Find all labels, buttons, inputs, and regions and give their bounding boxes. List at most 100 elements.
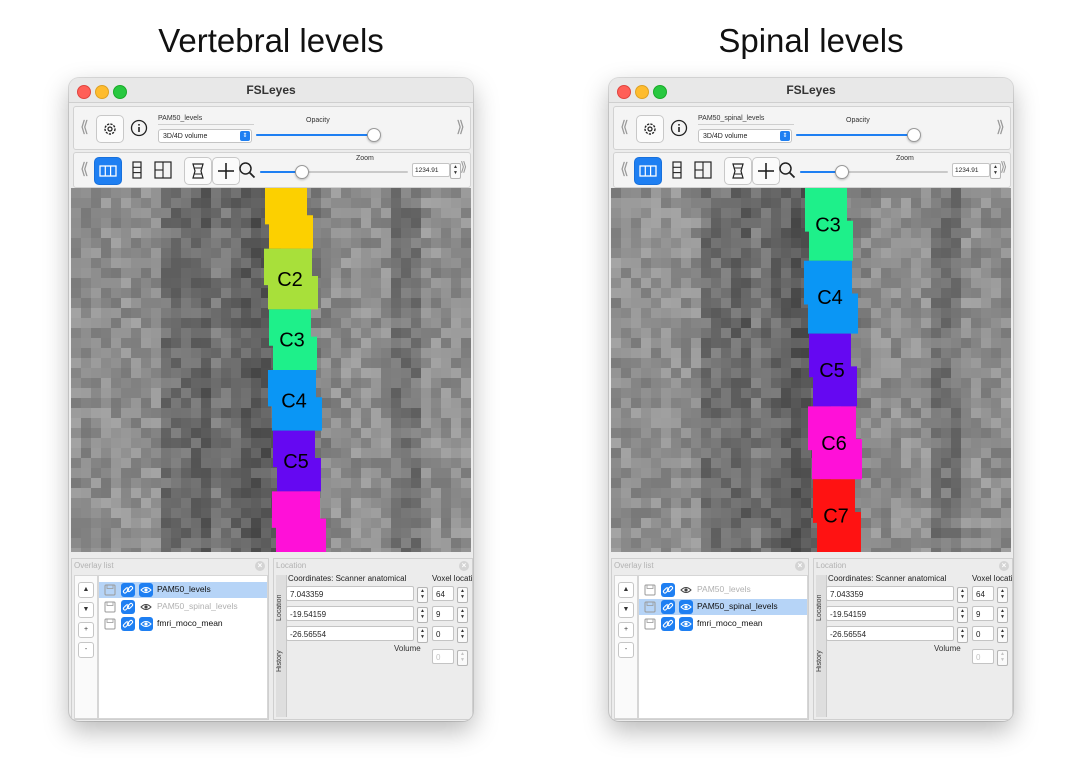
move-down-button[interactable]: ▼ bbox=[618, 602, 634, 618]
overlay-row[interactable]: fmri_moco_mean bbox=[639, 616, 807, 632]
chevron-right-icon[interactable]: ⟫ bbox=[456, 119, 465, 136]
grid-layout-button[interactable] bbox=[690, 157, 716, 183]
zoom-stepper[interactable]: ▲ ▼ bbox=[990, 163, 1001, 179]
coord-y-stepper[interactable]: ▲ ▼ bbox=[417, 607, 428, 623]
voxel-y-stepper[interactable]: ▲ ▼ bbox=[997, 607, 1008, 623]
chevron-left-icon[interactable]: ⟪ bbox=[80, 161, 89, 178]
chevron-left-icon[interactable]: ⟪ bbox=[620, 119, 629, 136]
move-up-button[interactable]: ▲ bbox=[78, 582, 94, 598]
overlay-row[interactable]: PAM50_levels bbox=[639, 582, 807, 598]
minimize-window-button[interactable] bbox=[95, 85, 109, 99]
coord-y-stepper[interactable]: ▲ ▼ bbox=[957, 607, 968, 623]
image-viewer[interactable]: C3 C4 C5 C6 C7 bbox=[611, 188, 1011, 552]
link-overlay-button[interactable] bbox=[121, 600, 135, 614]
voxel-x-field[interactable]: 64 bbox=[432, 586, 454, 601]
cursor-toggle-button[interactable] bbox=[212, 157, 240, 185]
toggle-visibility-button[interactable] bbox=[679, 583, 693, 597]
zoom-slider-thumb[interactable] bbox=[295, 165, 310, 179]
tab-history[interactable]: History bbox=[276, 650, 283, 672]
overlay-row[interactable]: PAM50_spinal_levels bbox=[639, 599, 807, 615]
movie-mode-button[interactable] bbox=[724, 157, 752, 185]
overlay-row[interactable]: PAM50_spinal_levels bbox=[99, 599, 267, 615]
opacity-slider[interactable] bbox=[256, 128, 382, 142]
overlay-row[interactable]: fmri_moco_mean bbox=[99, 616, 267, 632]
overlay-info-button[interactable] bbox=[666, 115, 692, 141]
add-overlay-button[interactable]: + bbox=[78, 622, 94, 638]
remove-overlay-button[interactable]: - bbox=[78, 642, 94, 658]
zoom-reset-button[interactable] bbox=[774, 157, 800, 183]
voxel-x-stepper[interactable]: ▲ ▼ bbox=[997, 587, 1008, 603]
chevron-left-icon[interactable]: ⟪ bbox=[620, 161, 629, 178]
zoom-slider[interactable] bbox=[260, 165, 408, 179]
toggle-visibility-button[interactable] bbox=[679, 617, 693, 631]
remove-overlay-button[interactable]: - bbox=[618, 642, 634, 658]
cursor-toggle-button[interactable] bbox=[752, 157, 780, 185]
add-overlay-button[interactable]: + bbox=[618, 622, 634, 638]
zoom-window-button[interactable] bbox=[113, 85, 127, 99]
tab-location[interactable]: Location bbox=[276, 594, 283, 622]
opacity-slider-thumb[interactable] bbox=[907, 128, 922, 142]
coord-x-field[interactable]: 7.043359 bbox=[826, 586, 954, 601]
grid-layout-button[interactable] bbox=[150, 157, 176, 183]
coord-y-field[interactable]: -19.54159 bbox=[826, 606, 954, 621]
link-overlay-button[interactable] bbox=[661, 617, 675, 631]
close-panel-button[interactable]: × bbox=[459, 561, 469, 571]
save-overlay-button[interactable] bbox=[103, 617, 117, 631]
close-panel-button[interactable]: × bbox=[999, 561, 1009, 571]
overlay-type-select[interactable]: 3D/4D volume ⇕ bbox=[158, 129, 252, 143]
voxel-z-stepper[interactable]: ▲ ▼ bbox=[997, 627, 1008, 643]
close-panel-button[interactable]: × bbox=[255, 561, 265, 571]
save-overlay-button[interactable] bbox=[643, 583, 657, 597]
save-overlay-button[interactable] bbox=[103, 600, 117, 614]
move-up-button[interactable]: ▲ bbox=[618, 582, 634, 598]
voxel-y-field[interactable]: 9 bbox=[972, 606, 994, 621]
toggle-visibility-button[interactable] bbox=[139, 617, 153, 631]
coord-z-stepper[interactable]: ▲ ▼ bbox=[957, 627, 968, 643]
link-overlay-button[interactable] bbox=[121, 617, 135, 631]
chevron-right-icon[interactable]: ⟫ bbox=[996, 119, 1005, 136]
vertical-layout-button[interactable] bbox=[124, 157, 150, 183]
overlay-name-field[interactable]: PAM50_spinal_levels bbox=[698, 113, 794, 125]
close-window-button[interactable] bbox=[77, 85, 91, 99]
opacity-slider-thumb[interactable] bbox=[367, 128, 382, 142]
zoom-slider-thumb[interactable] bbox=[835, 165, 850, 179]
link-overlay-button[interactable] bbox=[121, 583, 135, 597]
opacity-slider[interactable] bbox=[796, 128, 922, 142]
overlay-settings-button[interactable] bbox=[636, 115, 664, 143]
voxel-y-field[interactable]: 9 bbox=[432, 606, 454, 621]
horizontal-layout-button[interactable] bbox=[634, 157, 662, 185]
coord-x-stepper[interactable]: ▲ ▼ bbox=[957, 587, 968, 603]
voxel-x-stepper[interactable]: ▲ ▼ bbox=[457, 587, 468, 603]
coord-z-stepper[interactable]: ▲ ▼ bbox=[417, 627, 428, 643]
overlay-type-select[interactable]: 3D/4D volume ⇕ bbox=[698, 129, 792, 143]
vertical-layout-button[interactable] bbox=[664, 157, 690, 183]
voxel-z-field[interactable]: 0 bbox=[432, 626, 454, 641]
chevron-right-icon[interactable]: ⟫ bbox=[1000, 159, 1008, 174]
move-down-button[interactable]: ▼ bbox=[78, 602, 94, 618]
overlay-name-field[interactable]: PAM50_levels bbox=[158, 113, 254, 125]
zoom-value-field[interactable]: 1234.91 bbox=[412, 163, 450, 177]
zoom-stepper[interactable]: ▲ ▼ bbox=[450, 163, 461, 179]
coord-z-field[interactable]: -26.56554 bbox=[286, 626, 414, 641]
zoom-window-button[interactable] bbox=[653, 85, 667, 99]
chevron-left-icon[interactable]: ⟪ bbox=[80, 119, 89, 136]
chevron-right-icon[interactable]: ⟫ bbox=[460, 159, 468, 174]
zoom-slider[interactable] bbox=[800, 165, 948, 179]
zoom-reset-button[interactable] bbox=[234, 157, 260, 183]
tab-location[interactable]: Location bbox=[816, 594, 823, 622]
voxel-z-stepper[interactable]: ▲ ▼ bbox=[457, 627, 468, 643]
image-viewer[interactable]: C2 C3 C4 C5 bbox=[71, 188, 471, 552]
overlay-settings-button[interactable] bbox=[96, 115, 124, 143]
voxel-z-field[interactable]: 0 bbox=[972, 626, 994, 641]
save-overlay-button[interactable] bbox=[643, 600, 657, 614]
tab-history[interactable]: History bbox=[816, 650, 823, 672]
close-panel-button[interactable]: × bbox=[795, 561, 805, 571]
toggle-visibility-button[interactable] bbox=[139, 583, 153, 597]
link-overlay-button[interactable] bbox=[661, 600, 675, 614]
horizontal-layout-button[interactable] bbox=[94, 157, 122, 185]
link-overlay-button[interactable] bbox=[661, 583, 675, 597]
toggle-visibility-button[interactable] bbox=[679, 600, 693, 614]
close-window-button[interactable] bbox=[617, 85, 631, 99]
